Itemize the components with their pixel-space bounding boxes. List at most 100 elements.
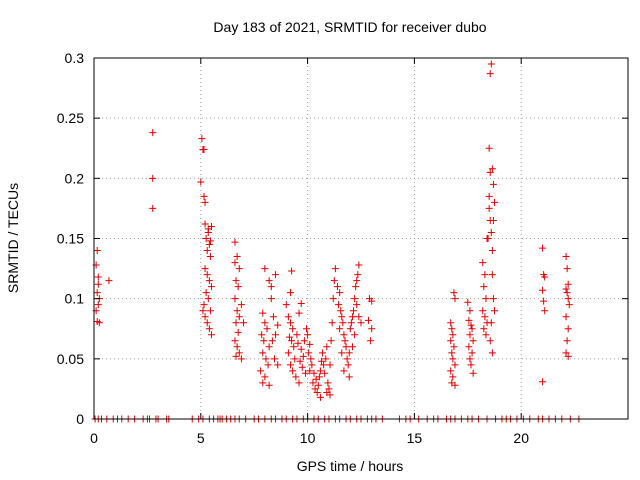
x-tick-label: 5 <box>197 430 205 446</box>
data-point <box>340 331 348 339</box>
data-point <box>323 343 331 351</box>
data-point <box>357 319 365 327</box>
data-point <box>565 301 573 309</box>
data-point <box>336 325 344 333</box>
data-point <box>482 295 490 303</box>
data-point <box>274 361 282 369</box>
data-point <box>465 316 473 324</box>
y-tick-label: 0.1 <box>65 291 85 307</box>
data-point <box>314 381 322 389</box>
data-point <box>311 385 319 393</box>
data-point <box>260 337 268 345</box>
data-point <box>488 349 496 357</box>
data-point <box>540 297 548 305</box>
data-point <box>240 319 248 327</box>
data-point <box>295 379 303 387</box>
data-point <box>336 289 344 297</box>
data-point <box>480 283 488 291</box>
data-point <box>206 253 214 261</box>
data-point <box>466 355 474 363</box>
data-point <box>284 349 292 357</box>
data-point <box>368 297 376 305</box>
data-point <box>564 280 572 288</box>
data-point <box>348 313 356 321</box>
data-point <box>539 378 547 386</box>
data-point <box>486 70 494 78</box>
chart-title: Day 183 of 2021, SRMTID for receiver dub… <box>213 19 486 35</box>
data-point <box>206 307 214 315</box>
data-point <box>206 237 214 245</box>
data-point <box>316 367 324 375</box>
data-point <box>364 316 372 324</box>
data-point <box>485 192 493 200</box>
data-point <box>308 361 316 369</box>
data-point <box>353 301 361 309</box>
x-tick-label: 15 <box>407 430 423 446</box>
data-point <box>338 313 346 321</box>
data-point <box>448 325 456 333</box>
data-point <box>235 349 243 357</box>
data-point <box>287 319 295 327</box>
data-point <box>258 331 266 339</box>
data-point <box>339 319 347 327</box>
data-point <box>450 343 458 351</box>
data-point <box>292 373 300 381</box>
data-point <box>468 325 476 333</box>
data-point <box>467 321 475 329</box>
data-point <box>272 271 280 279</box>
data-point <box>205 241 213 249</box>
data-point <box>306 340 314 348</box>
data-point <box>368 325 376 333</box>
data-point <box>539 286 547 294</box>
data-point <box>237 355 245 363</box>
data-point <box>259 379 267 387</box>
data-point <box>282 301 290 309</box>
data-point <box>562 349 570 357</box>
data-point <box>320 361 328 369</box>
data-point <box>204 228 212 236</box>
data-point <box>354 271 362 279</box>
data-point <box>289 325 297 333</box>
data-point <box>261 265 269 273</box>
data-point <box>469 369 477 377</box>
data-point <box>449 373 457 381</box>
y-tick-label: 0.2 <box>65 170 85 186</box>
data-point <box>451 361 459 369</box>
data-point <box>491 307 498 315</box>
data-point <box>563 265 571 273</box>
data-point <box>203 271 211 279</box>
data-point <box>235 313 243 321</box>
data-point <box>301 369 309 377</box>
data-point <box>93 247 101 255</box>
data-point <box>468 349 476 357</box>
data-point <box>481 313 489 321</box>
data-point <box>149 204 157 212</box>
data-point <box>539 244 547 252</box>
data-point <box>447 367 455 375</box>
data-point <box>345 349 353 357</box>
data-point <box>451 381 459 389</box>
data-point <box>469 337 477 345</box>
data-point <box>94 273 102 281</box>
data-point <box>197 178 205 186</box>
y-tick-label: 0.15 <box>57 231 84 247</box>
data-point <box>267 295 275 303</box>
data-point <box>563 289 571 297</box>
y-tick-label: 0.05 <box>57 351 84 367</box>
data-point <box>297 345 305 353</box>
data-point <box>450 289 458 297</box>
data-point <box>466 331 474 339</box>
data-point <box>200 145 208 153</box>
data-point <box>326 361 334 369</box>
data-point <box>351 295 359 303</box>
data-point <box>306 367 314 375</box>
data-point <box>264 361 272 369</box>
data-point <box>343 355 351 363</box>
data-point <box>331 265 339 273</box>
data-point <box>284 313 292 321</box>
data-point <box>289 367 297 375</box>
data-point <box>334 283 342 291</box>
data-point <box>327 337 335 345</box>
